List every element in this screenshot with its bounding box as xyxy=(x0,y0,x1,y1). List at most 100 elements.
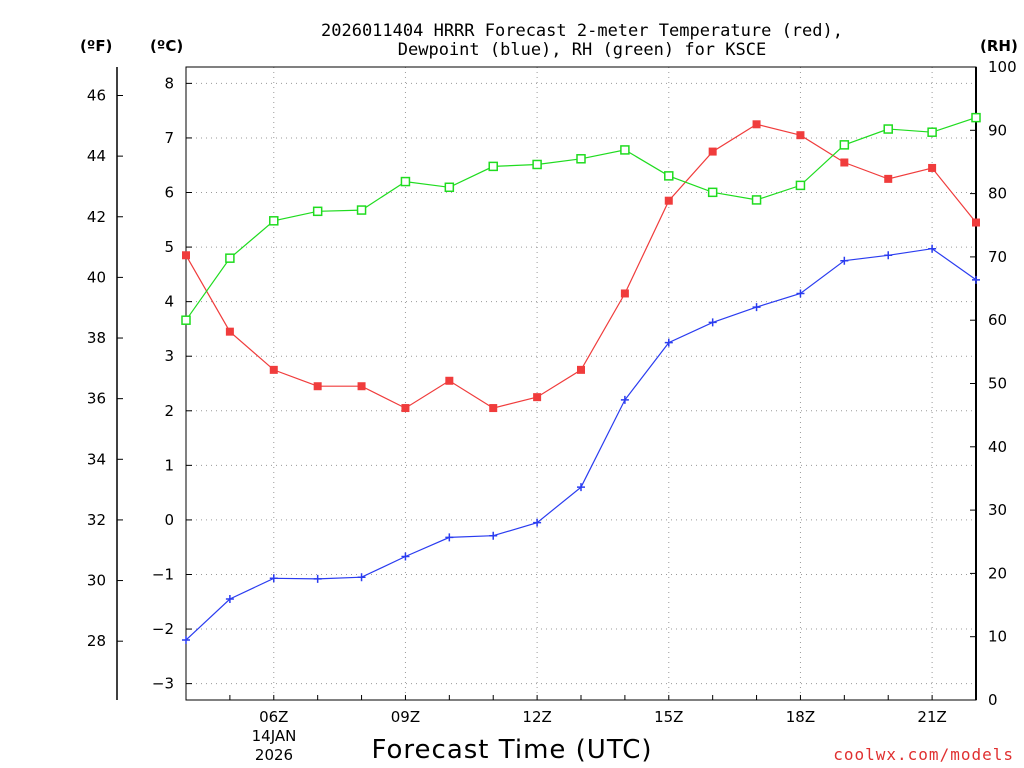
date-label-day: 14JAN xyxy=(252,727,297,745)
rh-tick-label: 90 xyxy=(988,121,1007,139)
celsius-tick-label: 6 xyxy=(164,184,174,202)
series-dewpoint xyxy=(182,244,980,644)
fahrenheit-tick-label: 44 xyxy=(87,147,106,165)
rh-point xyxy=(444,182,455,193)
temperature-point xyxy=(577,365,585,374)
dewpoint-point xyxy=(620,395,629,404)
rh-tick-label: 60 xyxy=(988,311,1007,329)
series-rh xyxy=(181,112,981,325)
time-tick-label: 09Z xyxy=(391,708,420,726)
rh-tick-label: 10 xyxy=(988,628,1007,646)
date-label-year: 2026 xyxy=(255,746,293,764)
temperature-point xyxy=(269,365,278,374)
rh-point xyxy=(971,112,981,123)
rh-point xyxy=(488,161,498,172)
dewpoint-point xyxy=(708,318,717,327)
time-tick-label: 21Z xyxy=(917,708,946,726)
temperature-point xyxy=(884,174,893,183)
chart-title-line1: 2026011404 HRRR Forecast 2-meter Tempera… xyxy=(321,21,843,41)
fahrenheit-tick-label: 40 xyxy=(87,268,106,286)
rh-tick-label: 50 xyxy=(988,375,1007,393)
rh-point xyxy=(927,127,937,137)
rh-tick-label: 30 xyxy=(988,501,1007,519)
celsius-tick-label: 4 xyxy=(164,293,174,311)
rh-tick-label: 70 xyxy=(988,248,1007,266)
credit-text: coolwx.com/models xyxy=(833,745,1014,764)
rh-point xyxy=(181,315,191,325)
celsius-tick-label: 1 xyxy=(164,456,174,474)
rh-point xyxy=(356,205,367,215)
dewpoint-point xyxy=(225,595,234,604)
dewpoint-point xyxy=(357,573,366,582)
fahrenheit-tick-label: 42 xyxy=(87,208,106,226)
rh-point xyxy=(883,124,893,134)
fahrenheit-tick-label: 46 xyxy=(87,86,106,104)
temperature-point xyxy=(313,382,322,391)
celsius-tick-label: 2 xyxy=(164,402,174,420)
time-axis: 06Z 09Z 12Z 15Z 18Z 21Z xyxy=(185,695,977,726)
temperature-point xyxy=(225,327,234,336)
temperature-point xyxy=(796,131,805,140)
rh-tick-label: 80 xyxy=(988,185,1007,203)
celsius-axis: 8 7 6 5 4 3 2 1 0 −1 −2 −3 xyxy=(152,74,192,693)
celsius-tick-label: 8 xyxy=(164,74,174,92)
fahrenheit-tick-label: 38 xyxy=(87,329,106,347)
dewpoint-point xyxy=(884,251,893,260)
unit-celsius-label: (ºC) xyxy=(150,37,183,55)
rh-point xyxy=(839,140,850,150)
celsius-tick-label: 0 xyxy=(164,511,174,529)
dewpoint-point xyxy=(664,338,673,347)
celsius-tick-label: −3 xyxy=(152,675,174,693)
fahrenheit-tick-label: 34 xyxy=(87,450,106,468)
rh-point xyxy=(620,145,630,155)
fahrenheit-tick-label: 36 xyxy=(87,390,106,408)
x-axis-title: Forecast Time (UTC) xyxy=(371,735,652,765)
rh-point xyxy=(664,171,674,181)
chart-title-line2: Dewpoint (blue), RH (green) for KSCE xyxy=(398,40,766,60)
temperature-point xyxy=(928,163,937,172)
dewpoint-point xyxy=(840,256,849,265)
rh-point xyxy=(532,159,542,170)
time-tick-label: 12Z xyxy=(522,708,551,726)
time-tick-label: 18Z xyxy=(786,708,815,726)
dewpoint-point xyxy=(313,574,322,583)
dewpoint-point xyxy=(445,533,454,542)
unit-rh-label: (RH) xyxy=(980,37,1018,55)
dewpoint-point xyxy=(972,275,980,284)
celsius-tick-label: −1 xyxy=(152,565,174,583)
celsius-tick-label: −2 xyxy=(152,620,174,638)
series-layer xyxy=(181,112,981,644)
rh-point xyxy=(400,176,411,187)
dewpoint-point xyxy=(577,483,585,492)
rh-tick-label: 20 xyxy=(988,564,1007,582)
fahrenheit-tick-label: 32 xyxy=(87,511,106,529)
dewpoint-point xyxy=(533,518,542,527)
dewpoint-line xyxy=(185,248,977,641)
temperature-point xyxy=(840,158,849,167)
fahrenheit-tick-label: 28 xyxy=(87,632,106,650)
celsius-tick-label: 3 xyxy=(164,347,174,365)
temperature-point xyxy=(489,404,498,413)
rh-point xyxy=(707,187,718,198)
rh-tick-label: 100 xyxy=(988,58,1017,76)
temperature-point xyxy=(401,404,410,413)
unit-fahrenheit-label: (ºF) xyxy=(80,37,112,55)
rh-line xyxy=(185,117,977,321)
temperature-point xyxy=(708,147,717,156)
dewpoint-point xyxy=(182,635,190,644)
dewpoint-point xyxy=(401,552,410,561)
rh-point xyxy=(312,206,323,217)
rh-tick-label: 0 xyxy=(988,691,998,709)
fahrenheit-axis: 46 44 42 40 38 36 34 32 30 28 xyxy=(87,86,123,650)
celsius-tick-label: 5 xyxy=(164,238,174,256)
rh-tick-label: 40 xyxy=(988,438,1007,456)
time-tick-label: 15Z xyxy=(654,708,683,726)
fahrenheit-tick-label: 30 xyxy=(87,572,106,590)
dewpoint-point xyxy=(796,289,805,298)
celsius-tick-label: 7 xyxy=(164,129,174,147)
rh-point xyxy=(225,253,235,263)
temperature-point xyxy=(357,382,366,391)
dewpoint-point xyxy=(752,303,761,312)
